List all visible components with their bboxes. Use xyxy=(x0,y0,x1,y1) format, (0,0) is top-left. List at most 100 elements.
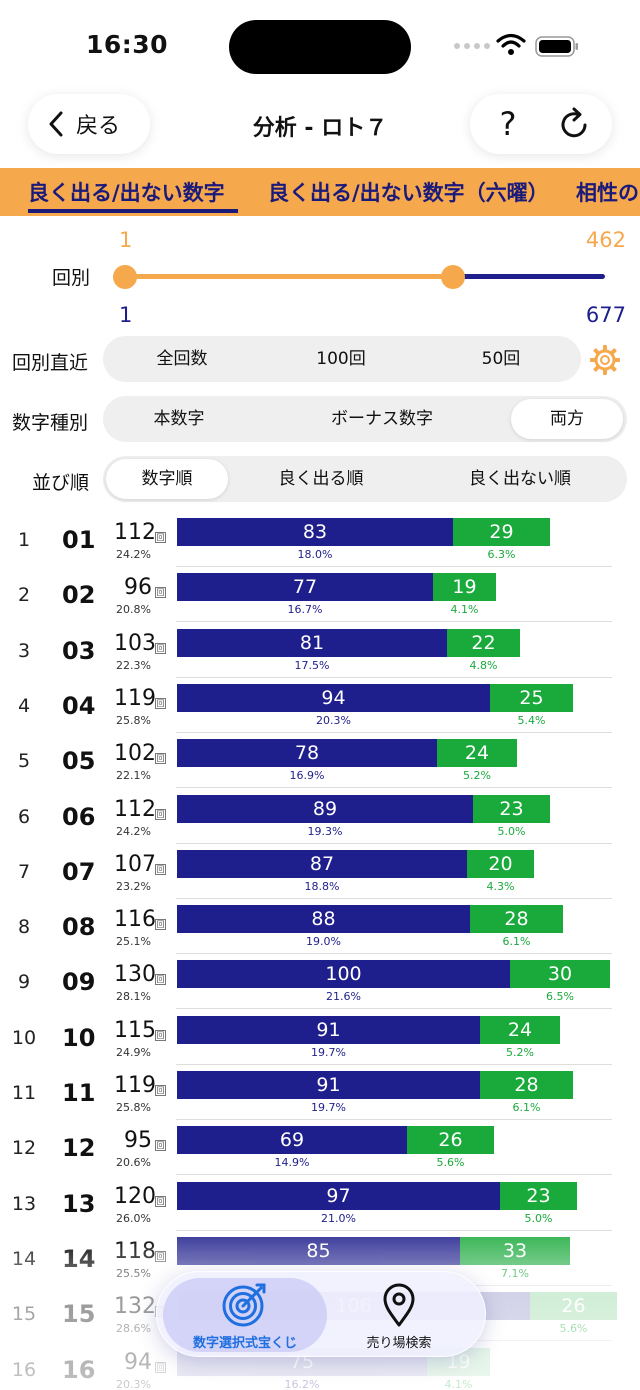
total-percent: 28.1% xyxy=(116,990,151,1004)
main-percent: 16.7% xyxy=(287,603,323,617)
range-end-handle[interactable] xyxy=(441,265,465,289)
recent-option-50[interactable]: 50回 xyxy=(481,349,521,369)
total-count: 112 xyxy=(114,520,156,545)
status-bar: 16:30 xyxy=(0,0,640,90)
frequency-row: 13 13 120 回 26.0% 97 23 21.0% 5.0% xyxy=(0,1176,640,1231)
bonus-count-bar: 25 xyxy=(490,683,573,712)
main-percent: 19.7% xyxy=(311,1045,346,1059)
main-count-bar: 91 xyxy=(177,1071,480,1099)
total-percent: 22.1% xyxy=(116,769,151,783)
lottery-number: 01 xyxy=(62,526,96,554)
bonus-count-bar: 22 xyxy=(447,628,520,657)
range-selected-to: 462 xyxy=(585,228,626,252)
range-selected-from: 1 xyxy=(119,228,133,252)
back-button[interactable]: 戻る xyxy=(28,94,150,154)
main-percent: 19.0% xyxy=(306,935,341,949)
tab-lottery[interactable]: 数字選択式宝くじ xyxy=(165,1282,325,1351)
main-percent: 21.0% xyxy=(321,1211,356,1225)
bonus-percent: 6.5% xyxy=(546,990,574,1004)
nav-actions: ? xyxy=(470,94,612,154)
tab-compatibility[interactable]: 相性の xyxy=(576,181,639,205)
recent-option-100[interactable]: 100回 xyxy=(316,349,366,369)
status-time: 16:30 xyxy=(86,30,169,59)
number-type-segmented-control: 本数字 ボーナス数字 両方 xyxy=(103,396,627,442)
tab-frequent-numbers-rokuyo[interactable]: 良く出る/出ない数字（六曜） xyxy=(268,181,549,205)
main-percent: 16.9% xyxy=(289,769,325,783)
refresh-icon[interactable] xyxy=(556,106,592,142)
gear-icon[interactable] xyxy=(589,344,621,376)
row-divider xyxy=(176,1174,612,1176)
frequency-row: 11 11 119 回 25.8% 91 28 19.7% 6.1% xyxy=(0,1065,640,1120)
sort-by-number[interactable]: 数字順 xyxy=(106,459,228,499)
bonus-count-bar: 23 xyxy=(500,1181,577,1210)
row-divider xyxy=(176,1063,612,1065)
main-percent: 19.3% xyxy=(307,824,343,838)
range-label: 回別 xyxy=(52,267,91,289)
bonus-percent: 6.1% xyxy=(512,1101,541,1114)
row-divider xyxy=(176,621,612,623)
sort-by-frequent[interactable]: 良く出る順 xyxy=(278,469,364,489)
main-count-bar: 81 xyxy=(177,628,447,657)
help-button[interactable]: ? xyxy=(499,105,517,143)
range-start-handle[interactable] xyxy=(113,265,137,289)
bonus-percent: 5.0% xyxy=(524,1211,553,1225)
number-type-bonus[interactable]: ボーナス数字 xyxy=(331,409,433,429)
main-percent: 19.7% xyxy=(311,1101,346,1114)
lottery-number: 07 xyxy=(62,857,96,886)
frequency-row: 3 03 103 回 22.3% 81 22 17.5% 4.8% xyxy=(0,623,640,678)
lottery-number: 04 xyxy=(62,691,96,720)
total-count: 116 xyxy=(114,907,156,933)
bonus-count-bar: 28 xyxy=(480,1071,573,1099)
lottery-number: 13 xyxy=(62,1189,96,1218)
bonus-count-bar: 20 xyxy=(467,849,534,878)
target-icon xyxy=(222,1283,266,1327)
row-divider xyxy=(176,1229,612,1231)
total-percent: 20.8% xyxy=(116,603,151,617)
main-count-bar: 91 xyxy=(177,1015,480,1044)
rank-index: 8 xyxy=(17,916,31,939)
tab-frequent-numbers[interactable]: 良く出る/出ない数字 xyxy=(28,181,225,205)
rank-index: 6 xyxy=(17,805,31,828)
recent-draws-label: 回別直近 xyxy=(12,352,89,374)
total-count: 95 xyxy=(124,1128,152,1154)
rank-index: 5 xyxy=(17,750,31,773)
unit-mark: 回 xyxy=(155,587,166,599)
rank-index: 13 xyxy=(11,1192,37,1215)
total-count: 102 xyxy=(114,741,156,767)
recent-option-all[interactable]: 全回数 xyxy=(156,349,208,369)
sort-by-infrequent[interactable]: 良く出ない順 xyxy=(469,469,571,489)
range-max: 677 xyxy=(585,303,626,327)
lottery-number: 09 xyxy=(62,968,96,997)
lottery-number: 10 xyxy=(62,1023,96,1052)
bonus-percent: 6.1% xyxy=(502,935,531,949)
main-percent: 18.0% xyxy=(297,548,333,561)
frequency-row: 1 01 112 回 24.2% 83 29 18.0% 6.3% xyxy=(0,512,640,567)
bottom-tab-bar: 数字選択式宝くじ 売り場検索 xyxy=(156,1271,486,1357)
bonus-percent: 5.0% xyxy=(497,824,526,838)
navigation-bar: 戻る 分析 - ロト７ ? xyxy=(0,90,640,170)
tab-store-search[interactable]: 売り場検索 xyxy=(319,1282,479,1351)
unit-mark: 回 xyxy=(155,1140,166,1152)
total-percent: 24.9% xyxy=(116,1045,151,1059)
number-type-both[interactable]: 両方 xyxy=(511,399,623,439)
rank-index: 1 xyxy=(17,529,31,551)
bonus-count-bar: 30 xyxy=(510,960,610,989)
cellular-signal-icon xyxy=(454,43,490,49)
lottery-number: 03 xyxy=(62,636,96,665)
total-count: 112 xyxy=(114,796,156,822)
map-pin-icon xyxy=(383,1283,415,1327)
bonus-percent: 6.3% xyxy=(487,548,516,561)
range-track-unselected xyxy=(453,274,605,279)
rank-index: 4 xyxy=(17,694,31,717)
bonus-percent: 5.2% xyxy=(463,769,491,783)
number-type-main[interactable]: 本数字 xyxy=(153,409,205,429)
unit-mark: 回 xyxy=(155,753,166,765)
row-divider xyxy=(176,897,612,899)
bonus-percent: 4.1% xyxy=(450,603,479,617)
total-percent: 22.3% xyxy=(116,658,151,672)
lottery-number: 02 xyxy=(62,581,96,610)
recent-draws-filter: 回別直近 全回数 100回 50回 xyxy=(0,336,640,384)
rank-index: 12 xyxy=(11,1137,37,1160)
rank-index: 10 xyxy=(11,1026,37,1049)
main-count-bar: 100 xyxy=(177,960,510,989)
